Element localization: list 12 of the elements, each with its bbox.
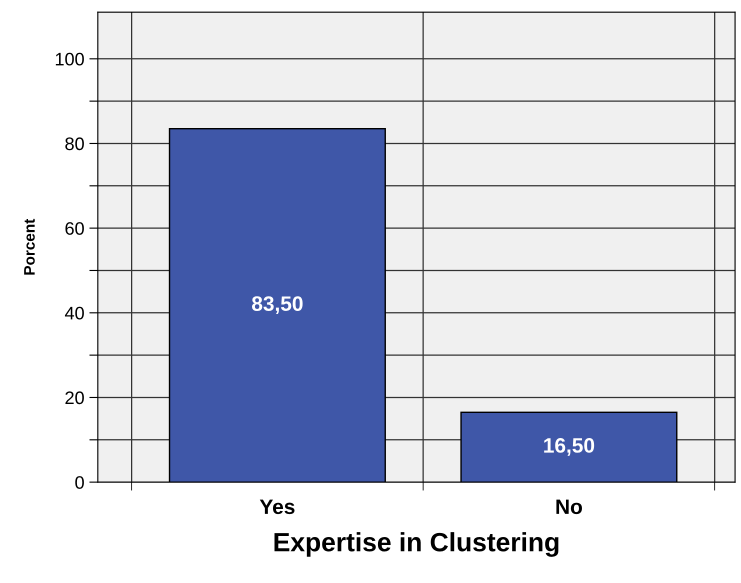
y-tick-label: 80 <box>65 137 84 150</box>
y-tick-label: 60 <box>65 222 84 235</box>
y-tick-label: 40 <box>64 306 84 320</box>
data-label: 83,50 <box>252 296 303 314</box>
y-axis-title: Porcent <box>24 218 35 275</box>
y-tick-label: 20 <box>65 391 84 404</box>
x-axis-title: Expertise in Clustering <box>274 532 558 557</box>
x-tick-label: Yes <box>260 500 294 514</box>
y-tick-label: 0 <box>75 476 84 489</box>
y-tick-label: 100 <box>56 52 84 66</box>
x-tick-label: No <box>556 500 582 514</box>
data-label: 16,50 <box>544 438 594 456</box>
